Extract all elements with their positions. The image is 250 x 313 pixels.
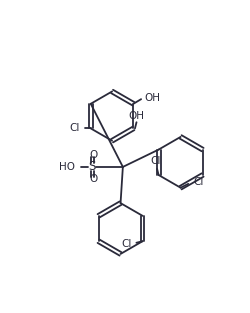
Text: OH: OH <box>144 93 160 103</box>
Text: Cl: Cl <box>150 156 160 166</box>
Text: Cl: Cl <box>69 123 80 133</box>
Text: OH: OH <box>128 111 144 121</box>
Text: Cl: Cl <box>121 239 131 249</box>
Text: HO: HO <box>59 162 75 172</box>
Text: O: O <box>89 174 97 184</box>
Text: S: S <box>88 161 95 173</box>
Text: Cl: Cl <box>192 177 202 187</box>
Text: O: O <box>89 150 97 160</box>
